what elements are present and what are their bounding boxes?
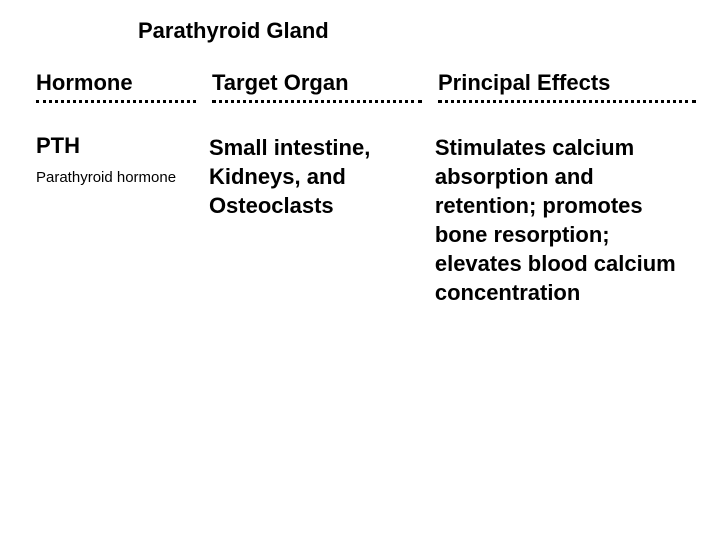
- header-effects: Principal Effects: [438, 70, 610, 102]
- header-row: Hormone Target Organ Principal Effects: [28, 70, 692, 103]
- header-cell-hormone: Hormone: [28, 70, 204, 103]
- slide-title: Parathyroid Gland: [138, 18, 692, 44]
- header-hormone: Hormone: [36, 70, 133, 102]
- effects-text: Stimulates calcium absorption and retent…: [435, 133, 684, 307]
- cell-target: Small intestine, Kidneys, and Osteoclast…: [201, 133, 427, 220]
- slide: Parathyroid Gland Hormone Target Organ P…: [0, 0, 720, 540]
- header-target: Target Organ: [212, 70, 349, 102]
- hormone-abbr: PTH: [36, 133, 193, 159]
- header-cell-target: Target Organ: [204, 70, 430, 103]
- header-cell-effects: Principal Effects: [430, 70, 700, 103]
- data-row: PTH Parathyroid hormone Small intestine,…: [28, 133, 692, 307]
- target-text: Small intestine, Kidneys, and Osteoclast…: [209, 133, 419, 220]
- hormone-full: Parathyroid hormone: [36, 169, 193, 186]
- cell-effects: Stimulates calcium absorption and retent…: [427, 133, 692, 307]
- cell-hormone: PTH Parathyroid hormone: [28, 133, 201, 186]
